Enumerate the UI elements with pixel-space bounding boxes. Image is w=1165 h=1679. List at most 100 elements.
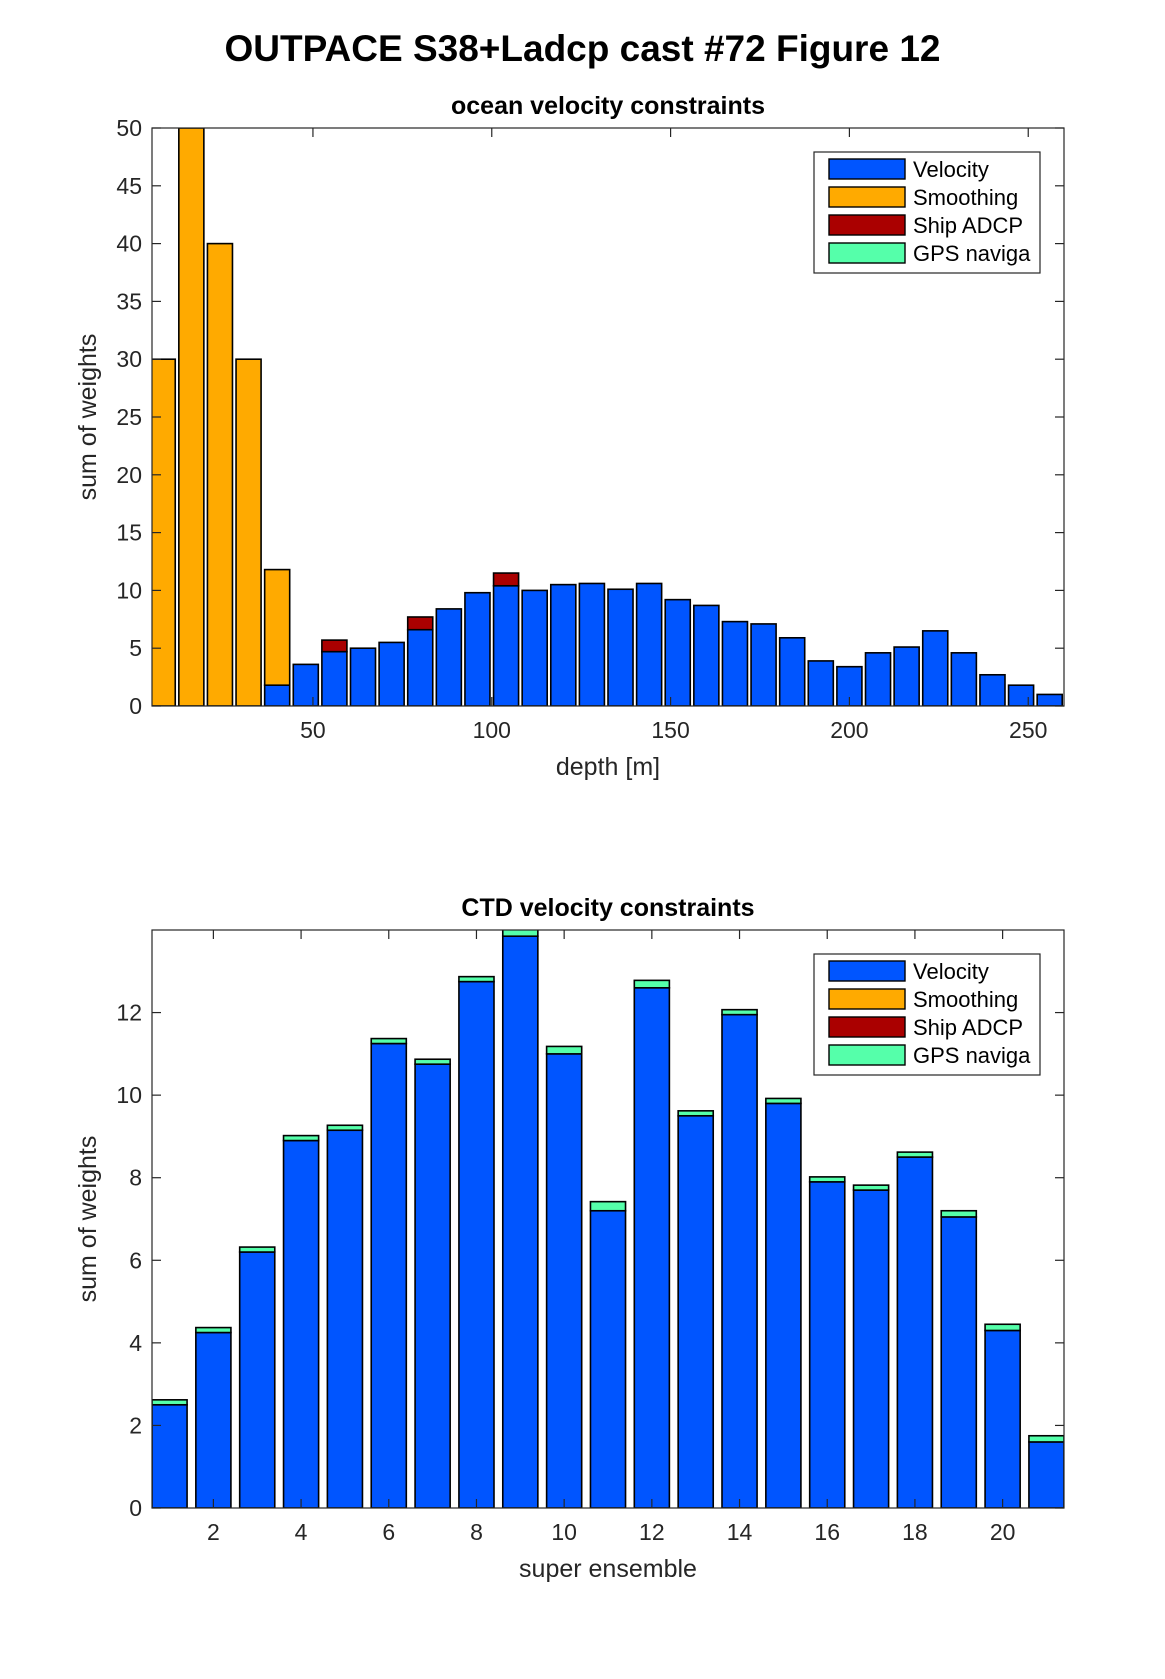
bar-velocity — [282, 1139, 320, 1508]
x-tick-label: 20 — [990, 1519, 1016, 1545]
bar-gps — [370, 1037, 408, 1045]
bar-gps — [808, 1176, 846, 1183]
x-tick-label: 100 — [473, 717, 511, 743]
bar-velocity — [370, 1042, 408, 1508]
legend-label: Ship ADCP — [913, 213, 1023, 238]
bar-velocity — [808, 1181, 846, 1508]
bar-smoothing — [235, 358, 262, 706]
legend-label: Velocity — [913, 157, 989, 182]
bar-velocity — [435, 608, 463, 706]
ocean-velocity-chart: 50 100 150 200 250 0 5 10 15 20 25 30 35 40 45 50 ocean … — [74, 92, 1065, 781]
x-tick-label: 6 — [382, 1519, 395, 1545]
bar-velocity — [633, 986, 671, 1508]
y-tick-label: 50 — [116, 115, 142, 141]
bar-gps — [589, 1200, 627, 1212]
bar-gps — [940, 1209, 978, 1218]
bar-velocity — [263, 684, 291, 706]
bar-gps — [414, 1058, 451, 1065]
x-tick-label: 14 — [727, 1519, 753, 1545]
bar-velocity — [464, 591, 491, 706]
y-tick-label: 20 — [116, 462, 142, 488]
legend-label: Smoothing — [913, 987, 1018, 1012]
bar-velocity — [765, 1102, 802, 1508]
y-tick-label: 2 — [129, 1412, 142, 1438]
x-tick-label: 200 — [830, 717, 868, 743]
y-tick-label: 5 — [129, 635, 142, 661]
bar-velocity — [721, 620, 749, 706]
bar-velocity — [693, 604, 720, 706]
legend-swatch-smoothing — [828, 988, 906, 1010]
y-tick-label: 30 — [116, 346, 142, 372]
bar-velocity — [349, 647, 377, 706]
legend-swatch-smoothing — [828, 186, 906, 208]
x-tick-label: 18 — [902, 1519, 928, 1545]
x-tick-label: 4 — [295, 1519, 308, 1545]
bar-velocity — [721, 1013, 758, 1508]
legend-label: Velocity — [913, 959, 989, 984]
bars — [152, 930, 1064, 1508]
bar-ship_adcp — [406, 616, 434, 631]
bar-velocity — [238, 1251, 276, 1508]
y-tick-label: 10 — [116, 1082, 142, 1108]
legend-swatch-velocity — [828, 960, 906, 982]
bar-gps — [1028, 1434, 1064, 1443]
bar-velocity — [896, 1156, 934, 1508]
bar-ship_adcp — [321, 639, 348, 653]
legend-swatch-ship_adcp — [828, 1016, 906, 1038]
bar-velocity — [521, 589, 549, 706]
x-tick-label: 10 — [551, 1519, 577, 1545]
bar-velocity — [292, 663, 320, 706]
chart-title: ocean velocity constraints — [451, 92, 765, 120]
bar-velocity — [321, 650, 348, 706]
x-axis-label: super ensemble — [519, 1555, 697, 1583]
bar-velocity — [1028, 1441, 1064, 1508]
bar-velocity — [1007, 684, 1035, 706]
y-tick-label: 4 — [129, 1330, 142, 1356]
y-tick-label: 8 — [129, 1165, 142, 1191]
legend-label: GPS naviga — [913, 241, 1031, 266]
x-tick-label: 150 — [651, 717, 689, 743]
x-tick-label: 2 — [207, 1519, 220, 1545]
bar-gps — [765, 1097, 802, 1105]
bar-velocity — [984, 1329, 1021, 1508]
bar-velocity — [549, 583, 577, 706]
x-tick-label: 16 — [814, 1519, 840, 1545]
bar-velocity — [664, 598, 692, 706]
bar-velocity — [1036, 693, 1064, 706]
bar-velocity — [807, 660, 835, 706]
bar-velocity — [545, 1053, 583, 1508]
legend: Velocity Smoothing Ship ADCP GPS naviga — [813, 953, 1041, 1076]
y-tick-label: 12 — [116, 1000, 142, 1026]
x-tick-label: 250 — [1009, 717, 1047, 743]
legend-label: Ship ADCP — [913, 1015, 1023, 1040]
bar-velocity — [458, 980, 495, 1508]
legend-swatch-gps — [828, 242, 906, 264]
bar-gps — [896, 1151, 934, 1158]
y-axis-label: sum of weights — [74, 1136, 102, 1303]
bar-smoothing — [178, 128, 205, 706]
bar-velocity — [979, 673, 1006, 706]
legend-swatch-gps — [828, 1044, 906, 1066]
bar-velocity — [492, 584, 520, 706]
legend-swatch-velocity — [828, 158, 906, 180]
bar-gps — [282, 1134, 320, 1142]
bar-gps — [721, 1008, 758, 1016]
y-tick-label: 15 — [116, 520, 142, 546]
bar-velocity — [578, 582, 606, 706]
bars — [152, 128, 1064, 706]
bar-velocity — [501, 935, 539, 1508]
bar-gps — [501, 930, 539, 937]
bar-gps — [238, 1246, 276, 1253]
bar-smoothing — [152, 358, 177, 706]
bar-velocity — [406, 628, 434, 706]
bar-velocity — [750, 623, 777, 706]
y-tick-label: 6 — [129, 1247, 142, 1273]
y-tick-label: 45 — [116, 173, 142, 199]
y-tick-label: 0 — [129, 693, 142, 719]
y-axis-label: sum of weights — [74, 334, 102, 501]
legend-swatch-ship_adcp — [828, 214, 906, 236]
bar-velocity — [921, 630, 949, 706]
bar-velocity — [414, 1063, 451, 1508]
ctd-velocity-chart: 2 4 6 8 10 12 14 16 18 20 0 2 4 6 8 10 12 CTD velocity co… — [74, 894, 1065, 1583]
